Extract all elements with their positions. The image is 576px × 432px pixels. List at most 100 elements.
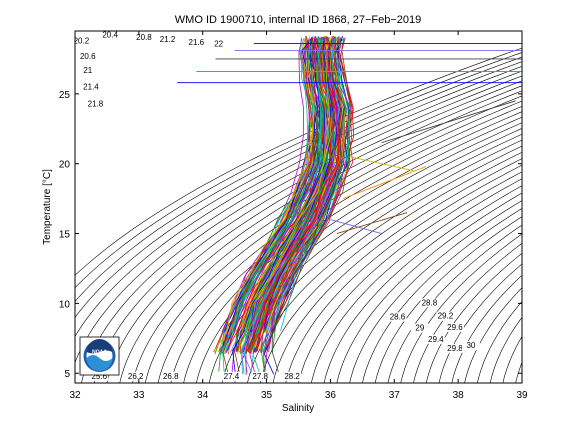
density-label: 21.6	[189, 38, 205, 47]
density-contour	[144, 100, 522, 383]
density-contour	[259, 151, 522, 383]
density-label-bg	[187, 37, 206, 47]
x-tick-label: 35	[261, 390, 273, 401]
density-label-bg	[461, 341, 480, 351]
profile-line	[254, 37, 338, 353]
density-label: 27.4	[224, 372, 240, 381]
profile-outlier-line	[330, 219, 382, 234]
density-contour-labels: 20.4 20.8 21.2 21.6 20.2 20.6 21 21.4 21.8 22 25.6…	[74, 31, 480, 381]
density-label-bg	[388, 312, 407, 322]
profile-line	[264, 39, 346, 332]
density-label-bg	[222, 371, 241, 381]
density-contour	[451, 274, 522, 383]
profile-line	[250, 36, 331, 353]
density-label-bg	[75, 36, 91, 46]
density-label-bg	[86, 99, 105, 109]
x-axis: 32 33 34 35 36 37 38 39	[69, 31, 528, 401]
density-contour	[298, 171, 522, 383]
profile-line	[222, 36, 313, 334]
density-label-bg	[78, 65, 97, 75]
y-tick-label: 10	[59, 299, 71, 310]
density-contour	[323, 185, 522, 383]
profile-line	[260, 36, 342, 332]
density-label-bg	[101, 31, 120, 40]
density-contour	[81, 75, 522, 383]
density-label: 26.2	[128, 372, 144, 381]
x-tick-label: 36	[325, 390, 337, 401]
chart-title: WMO ID 1900710, internal ID 1868, 27−Feb…	[175, 14, 421, 26]
profile-line	[225, 37, 319, 354]
density-contour	[234, 139, 522, 383]
profile-outlier-line	[336, 212, 408, 234]
density-label: 29.6	[447, 323, 463, 332]
density-label: 21.2	[160, 35, 176, 44]
density-contour	[75, 66, 522, 338]
density-label-bg	[126, 371, 145, 381]
density-label-bg	[90, 371, 109, 381]
x-axis-label: Salinity	[282, 403, 314, 414]
density-contour	[75, 61, 522, 318]
density-label: 30	[466, 341, 475, 350]
y-tick-label: 25	[59, 90, 71, 101]
noaa-logo-text: NOAA	[92, 350, 107, 356]
profile-line	[212, 37, 315, 353]
density-label: 28.2	[284, 372, 300, 381]
x-tick-label: 38	[453, 390, 465, 401]
density-contour	[541, 34, 576, 383]
profile-line	[226, 37, 321, 352]
density-contour	[349, 200, 522, 383]
density-label-bg	[158, 35, 177, 45]
density-contour	[489, 316, 522, 383]
density-label: 29.8	[447, 344, 463, 353]
density-label: 28.8	[422, 298, 438, 307]
density-contour	[157, 105, 522, 383]
profile-outlier-line	[381, 100, 516, 144]
density-label: 29	[415, 324, 424, 333]
y-tick-label: 20	[59, 160, 71, 171]
density-contour	[75, 70, 522, 364]
profile-line	[223, 36, 317, 352]
density-label-bg	[445, 322, 464, 332]
x-tick-label: 33	[133, 390, 145, 401]
x-tick-label: 37	[389, 390, 401, 401]
profile-line	[240, 39, 327, 330]
profile-line	[241, 36, 332, 331]
density-contour	[336, 192, 522, 383]
density-label: 20.8	[136, 33, 152, 42]
density-label: 29.4	[428, 335, 444, 344]
y-tick-label: 15	[59, 230, 71, 241]
density-contour	[464, 287, 522, 383]
density-label-bg	[209, 39, 228, 49]
profile-lines	[177, 35, 522, 376]
density-contour	[170, 111, 522, 383]
density-label: 20.6	[80, 52, 96, 61]
y-tick-label: 5	[64, 369, 70, 380]
density-contour	[93, 80, 522, 383]
profile-line	[271, 39, 345, 372]
density-contour	[567, 34, 576, 383]
density-label-bg	[436, 311, 455, 321]
density-label-bg	[251, 371, 270, 381]
density-label: 20.2	[74, 37, 90, 46]
density-label-bg	[410, 323, 429, 333]
density-contour	[362, 208, 522, 383]
density-label-bg	[445, 343, 464, 353]
x-tick-label: 34	[197, 390, 209, 401]
plot-frame	[74, 30, 523, 384]
density-contour	[554, 34, 576, 383]
profile-line	[257, 36, 333, 351]
density-contour	[515, 361, 522, 383]
density-label: 26.8	[163, 372, 179, 381]
density-contour	[311, 178, 522, 383]
density-contour	[272, 158, 522, 383]
y-axis-label: Temperature [°C]	[42, 169, 53, 245]
density-contour	[196, 122, 522, 383]
density-label: 29.2	[438, 312, 454, 321]
density-label: 28.6	[390, 312, 406, 321]
profile-line	[263, 37, 352, 354]
density-contour	[183, 116, 522, 383]
profile-outlier-line	[343, 166, 427, 200]
density-label: 27.8	[252, 372, 268, 381]
density-label: 21.8	[88, 99, 104, 108]
